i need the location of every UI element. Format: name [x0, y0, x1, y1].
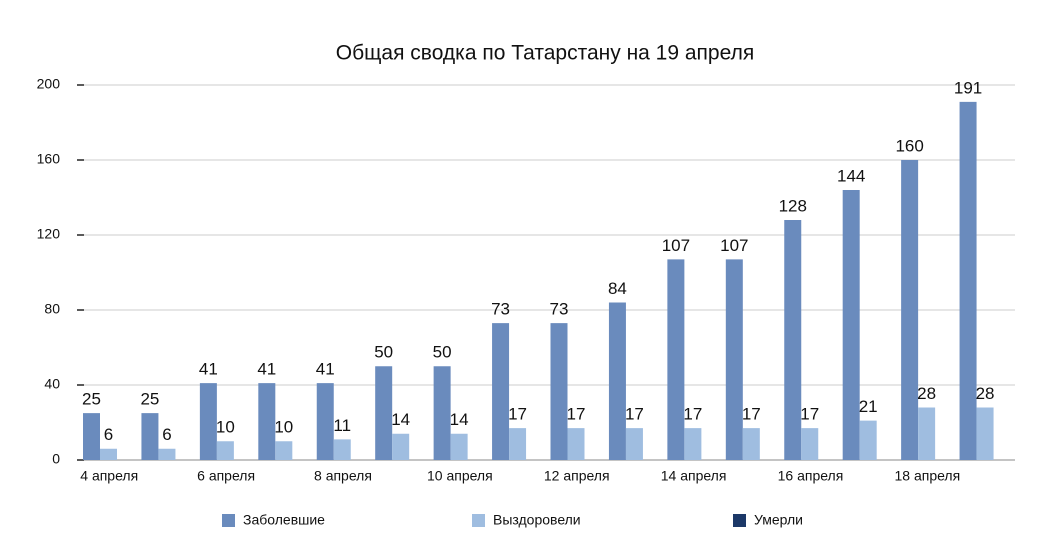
- x-tick-label: 4 апреля: [80, 468, 138, 484]
- bar: [375, 366, 393, 460]
- y-tick-label: 80: [44, 301, 60, 317]
- legend-swatch: [472, 514, 485, 527]
- data-label: 14: [450, 410, 469, 429]
- data-label: 50: [433, 343, 452, 362]
- data-label: 21: [859, 397, 878, 416]
- data-label: 28: [976, 384, 995, 403]
- data-label: 10: [274, 418, 293, 437]
- data-label: 10: [216, 418, 235, 437]
- data-label: 28: [917, 384, 936, 403]
- bar: [141, 413, 159, 460]
- x-tick-label: 6 апреля: [197, 468, 255, 484]
- legend-label: Заболевшие: [243, 512, 325, 528]
- bar: [258, 383, 276, 460]
- data-label: 25: [140, 390, 159, 409]
- y-tick-label: 120: [37, 226, 61, 242]
- bar: [859, 420, 877, 460]
- bar: [667, 259, 685, 460]
- data-label: 128: [779, 196, 807, 215]
- data-label: 41: [316, 360, 335, 379]
- bar: [392, 433, 410, 460]
- x-tick-label: 12 апреля: [544, 468, 610, 484]
- data-label: 41: [257, 360, 276, 379]
- bar: [901, 160, 919, 460]
- bar: [333, 439, 351, 460]
- bar: [608, 302, 626, 460]
- bar: [275, 441, 293, 460]
- data-label: 25: [82, 390, 101, 409]
- data-label: 107: [720, 236, 748, 255]
- x-tick-label: 14 апреля: [661, 468, 727, 484]
- bar: [976, 407, 994, 460]
- data-label: 17: [567, 405, 586, 424]
- data-label: 17: [800, 405, 819, 424]
- bar: [784, 220, 802, 460]
- bar: [550, 323, 568, 460]
- data-label: 73: [550, 300, 569, 319]
- bar: [918, 407, 936, 460]
- chart-title: Общая сводка по Татарстану на 19 апреля: [336, 42, 754, 65]
- x-tick-label: 8 апреля: [314, 468, 372, 484]
- data-label: 6: [162, 425, 171, 444]
- data-label: 41: [199, 360, 218, 379]
- bar: [492, 323, 510, 460]
- bar: [83, 413, 100, 460]
- bar: [842, 190, 860, 460]
- bar: [725, 259, 743, 460]
- bar: [567, 428, 585, 460]
- y-tick-label: 160: [37, 151, 61, 167]
- bar: [801, 428, 819, 460]
- bar: [100, 448, 117, 460]
- data-label: 160: [895, 136, 923, 155]
- data-label: 17: [683, 405, 702, 424]
- bar: [316, 383, 334, 460]
- data-label: 6: [104, 425, 113, 444]
- bar: [433, 366, 451, 460]
- data-label: 17: [508, 405, 527, 424]
- legend-label: Умерли: [754, 512, 803, 528]
- data-label: 17: [625, 405, 644, 424]
- bar: [742, 428, 760, 460]
- bar: [216, 441, 234, 460]
- data-label: 73: [491, 300, 510, 319]
- y-tick-label: 200: [37, 76, 61, 92]
- legend-swatch: [733, 514, 746, 527]
- y-tick-label: 0: [52, 451, 60, 467]
- data-label: 14: [391, 410, 410, 429]
- bar: [625, 428, 643, 460]
- data-label: 11: [333, 416, 351, 435]
- x-tick-label: 18 апреля: [895, 468, 961, 484]
- x-tick-label: 16 апреля: [778, 468, 844, 484]
- bar: [450, 433, 468, 460]
- data-label: 84: [608, 279, 627, 298]
- data-label: 50: [374, 343, 393, 362]
- bar: [509, 428, 527, 460]
- data-label: 144: [837, 166, 865, 185]
- bar: [199, 383, 217, 460]
- data-label: 191: [954, 78, 982, 97]
- bar: [959, 101, 977, 460]
- y-tick-label: 40: [44, 376, 60, 392]
- legend-label: Выздоровели: [493, 512, 581, 528]
- data-label: 17: [742, 405, 761, 424]
- bar: [684, 428, 702, 460]
- x-tick-label: 10 апреля: [427, 468, 493, 484]
- legend-swatch: [222, 514, 235, 527]
- bar: [158, 448, 176, 460]
- data-label: 107: [662, 236, 690, 255]
